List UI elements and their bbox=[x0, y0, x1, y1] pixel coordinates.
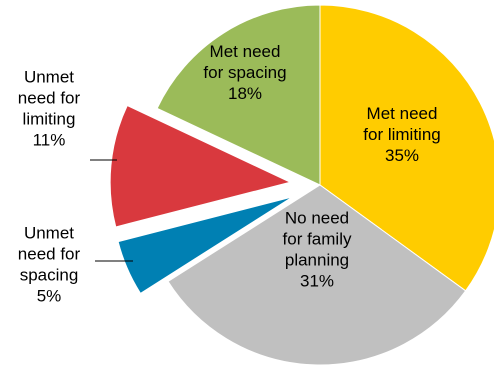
leader-lines bbox=[90, 159, 133, 262]
pie-slice-unmet-need-for-limiting bbox=[109, 104, 292, 228]
slice-label-no-need-for-family-planning: No need for family planning 31% bbox=[283, 209, 352, 291]
pie-slice-unmet-need-for-spacing bbox=[117, 196, 293, 295]
pie-slice-met-need-for-limiting bbox=[319, 4, 494, 292]
slice-labels: Met need for limiting 35%No need for family… bbox=[18, 42, 441, 306]
pie-slices bbox=[109, 4, 494, 366]
pie-slice-no-need-for-family-planning bbox=[167, 184, 467, 366]
slice-label-unmet-need-for-spacing: Unmet need for spacing 5% bbox=[18, 224, 81, 306]
slice-label-unmet-need-for-limiting: Unmet need for limiting 11% bbox=[18, 68, 81, 150]
pie-slice-met-need-for-spacing bbox=[156, 4, 321, 186]
slice-label-met-need-for-limiting: Met need for limiting 35% bbox=[363, 104, 440, 165]
slice-label-met-need-for-spacing: Met need for spacing 18% bbox=[203, 42, 286, 103]
